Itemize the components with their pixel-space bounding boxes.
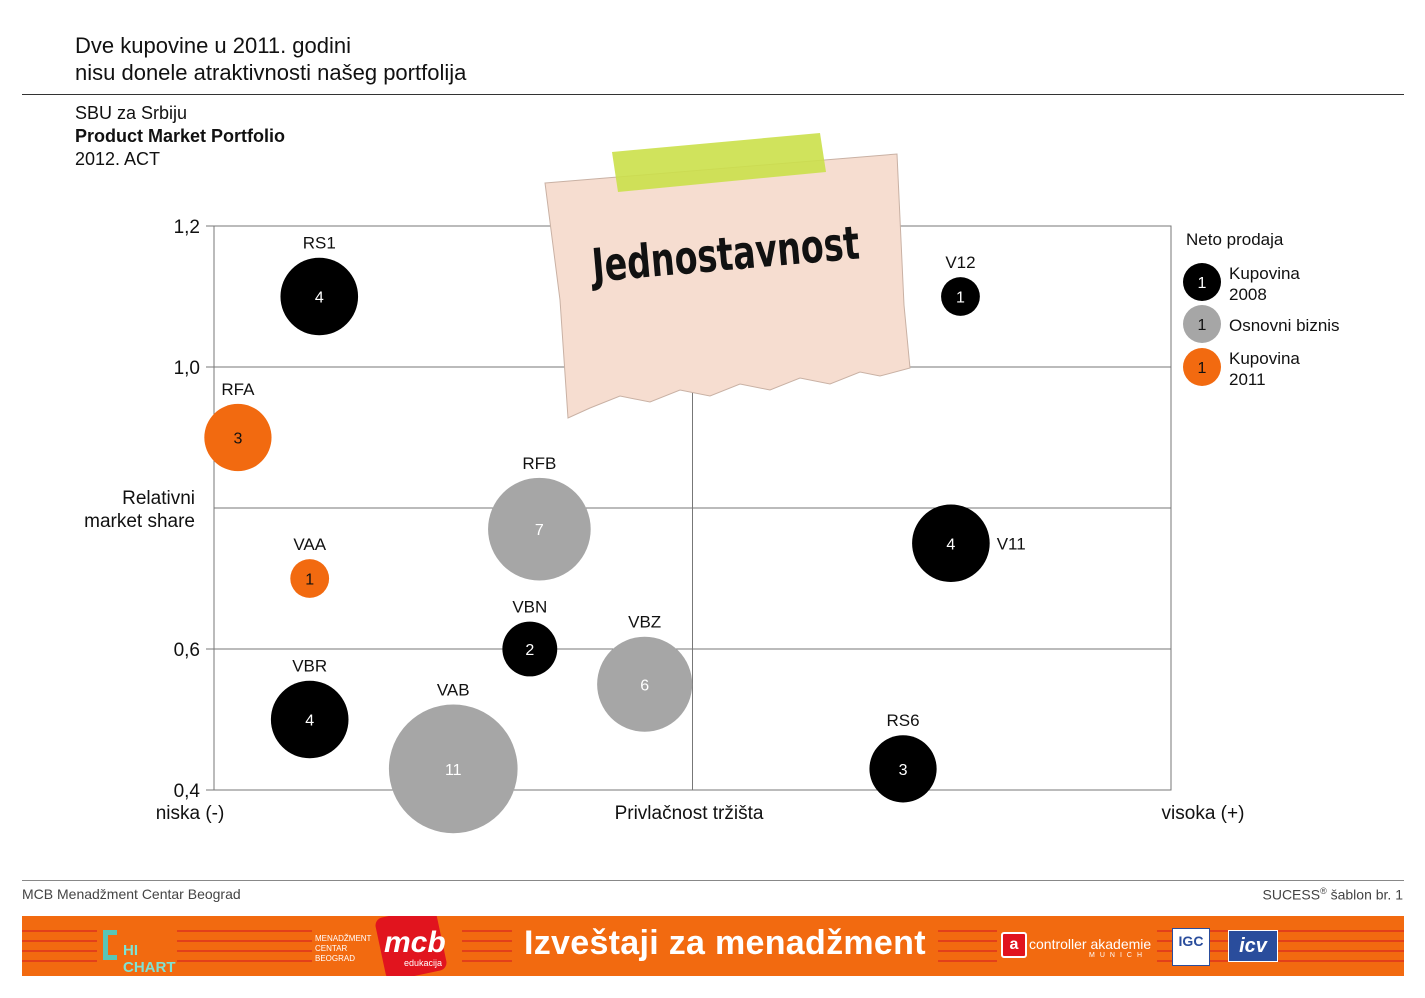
footer-registered-mark: ® — [1320, 886, 1327, 896]
legend-title: Neto prodaja — [1186, 230, 1284, 249]
legend-item-kupovina-2008: 1 Kupovina 2008 — [1183, 263, 1300, 304]
bubble-mark — [488, 477, 591, 581]
y-axis-label-line-2: market share — [84, 511, 195, 532]
bubble-value-label: 6 — [640, 677, 649, 694]
y-axis-label-line-1: Relativni — [122, 488, 195, 509]
portfolio-bubble-chart: 1,21,00,60,4 4RS13RFA1VAA4VBR11VAB7RFB2V… — [84, 133, 1340, 834]
footer-brand: SUCESS — [1262, 886, 1321, 903]
page-title: Dve kupovine u 2011. godini nisu donele … — [75, 32, 466, 86]
bubble-value-label: 4 — [946, 536, 955, 553]
subtitle-sbu: SBU za Srbiju — [75, 103, 188, 123]
icv-logo: icv — [1228, 930, 1278, 962]
bubble-value-label: 3 — [233, 431, 242, 448]
bubble-value-label: 4 — [305, 713, 314, 730]
bubble-mark — [204, 403, 272, 472]
banner-title: Izveštaji za menadžment — [512, 924, 938, 963]
x-axis-label: Privlačnost tržišta — [615, 803, 764, 824]
bubble-name-label: VAB — [437, 681, 470, 700]
subtitle-portfolio: Product Market Portfolio — [75, 126, 286, 146]
legend-item-osnovni-biznis: 1 Osnovni biznis — [1183, 305, 1340, 343]
bubble-mark — [388, 704, 518, 834]
legend-label: Kupovina — [1229, 349, 1300, 368]
bubble-name-label: VBZ — [628, 613, 661, 632]
legend-label-line-2: 2011 — [1229, 370, 1266, 389]
page-title-line-1: Dve kupovine u 2011. godini — [75, 33, 352, 58]
legend-item-kupovina-2011: 1 Kupovina 2011 — [1183, 348, 1300, 389]
bubble-name-label: RFB — [522, 454, 556, 473]
legend-label: Osnovni biznis — [1229, 316, 1340, 335]
legend-swatch — [1183, 263, 1221, 301]
bubble-value-label: 4 — [315, 290, 324, 307]
bubble-value-label: 3 — [899, 762, 908, 779]
bubble-name-label: VBR — [292, 657, 327, 676]
page-title-line-2: nisu donele atraktivnosti našeg portfoli… — [75, 60, 467, 85]
legend-value: 1 — [1198, 275, 1207, 292]
legend-value: 1 — [1198, 317, 1207, 334]
bubble-mark — [270, 680, 349, 759]
bubble-mark — [597, 636, 693, 732]
bubble-name-label: RFA — [221, 380, 255, 399]
bubble-rs6: 3 RS6 — [869, 711, 937, 803]
legend-label-line-2: 2008 — [1229, 285, 1267, 304]
bubble-rfa: 3 RFA — [204, 380, 272, 472]
y-tick-label: 1,0 — [174, 358, 200, 379]
x-axis-left-label: niska (-) — [156, 803, 225, 824]
bubble-v11: 4 V11 — [912, 504, 1026, 583]
footer-template-text: šablon br. 1 — [1326, 886, 1403, 903]
bubble-name-label: V12 — [945, 253, 975, 272]
bubble-rs1: 4 RS1 — [280, 234, 359, 336]
y-axis-ticks: 1,2 1,0 0,6 0,4 — [174, 217, 214, 802]
bubble-mark — [280, 257, 359, 336]
bubble-name-label: VAA — [293, 535, 326, 554]
subtitle-period: 2012. ACT — [75, 149, 161, 169]
footer-template-id: SUCESS® šablon br. 1 — [1263, 886, 1404, 903]
y-tick-label: 0,6 — [174, 640, 200, 661]
bubble-vab: 11 VAB — [388, 681, 518, 834]
bubble-mark — [912, 504, 990, 583]
bubble-vbn: 2 VBN — [502, 598, 558, 677]
footer-divider — [22, 880, 1404, 881]
bubble-name-label: V11 — [997, 534, 1026, 553]
legend-label: Kupovina — [1229, 264, 1300, 283]
footer-banner: HI CHART MENADŽMENT CENTAR BEOGRAD mcb e… — [22, 916, 1404, 976]
tape — [612, 133, 826, 192]
y-tick-label: 0,4 — [174, 781, 201, 802]
bubble-mark — [869, 735, 937, 803]
bubble-value-label: 11 — [445, 762, 462, 779]
legend-swatch — [1183, 305, 1221, 343]
bubble-vaa: 1 VAA — [290, 535, 330, 598]
bubble-mark — [290, 559, 330, 598]
y-tick-label: 1,2 — [174, 217, 200, 238]
igc-logo: IGC — [1172, 928, 1210, 966]
bubble-mark — [941, 277, 980, 316]
bubble-mark — [502, 621, 558, 677]
bubble-value-label: 7 — [535, 522, 544, 539]
bubble-v12: 1 V12 — [941, 253, 980, 316]
bubble-value-label: 1 — [305, 572, 314, 589]
mcb-logo: MENADŽMENT CENTAR BEOGRAD mcb edukacija — [312, 916, 462, 976]
hichart-logo: HI CHART — [97, 926, 177, 976]
footer-company: MCB Menadžment Centar Beograd — [22, 886, 241, 902]
controller-akademie-logo: a controller akademie MUNICH — [997, 930, 1157, 964]
bubble-name-label: RS1 — [303, 234, 336, 253]
x-axis-right-label: visoka (+) — [1162, 803, 1245, 824]
bubble-name-label: VBN — [512, 598, 547, 617]
bubble-vbz: 6 VBZ — [597, 613, 693, 732]
legend-value: 1 — [1198, 360, 1207, 377]
header-divider — [22, 94, 1404, 95]
bubble-value-label: 2 — [525, 642, 534, 659]
bubble-vbr: 4 VBR — [270, 657, 349, 759]
bubble-value-label: 1 — [956, 290, 965, 307]
legend-swatch — [1183, 348, 1221, 386]
legend: Neto prodaja 1 Kupovina 2008 1 Osnovni b… — [1183, 230, 1340, 389]
bubble-layer: 4 RS1 3 RFA 1 VAA 4 VBR 11 VAB 7 RFB 2 VBN 6 VBZ 1 V12 4 V1… — [204, 234, 1026, 834]
bubble-name-label: RS6 — [887, 711, 920, 730]
bubble-rfb: 7 RFB — [488, 454, 591, 581]
sticky-note: Jednostavnost — [544, 133, 911, 419]
